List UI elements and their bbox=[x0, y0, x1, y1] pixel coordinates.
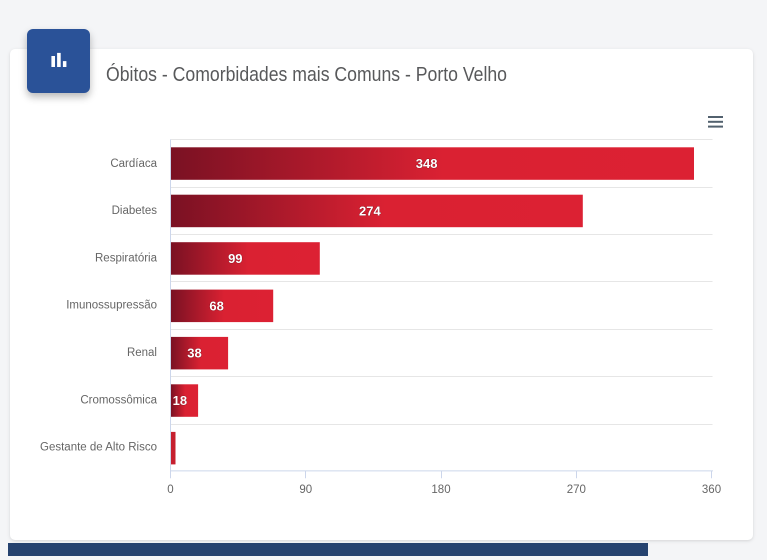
svg-text:Imunossupressão: Imunossupressão bbox=[66, 300, 157, 312]
svg-text:0: 0 bbox=[167, 484, 173, 496]
svg-text:180: 180 bbox=[431, 484, 450, 496]
svg-text:348: 348 bbox=[416, 156, 438, 171]
svg-text:Renal: Renal bbox=[127, 347, 157, 359]
svg-text:38: 38 bbox=[187, 346, 201, 361]
svg-text:Gestante de Alto Risco: Gestante de Alto Risco bbox=[40, 442, 157, 454]
svg-text:360: 360 bbox=[702, 484, 721, 496]
svg-text:Respiratória: Respiratória bbox=[95, 252, 158, 264]
svg-text:274: 274 bbox=[359, 203, 381, 218]
svg-text:99: 99 bbox=[228, 251, 242, 266]
svg-text:18: 18 bbox=[173, 393, 187, 408]
svg-text:270: 270 bbox=[567, 484, 586, 496]
svg-text:Cardíaca: Cardíaca bbox=[110, 158, 157, 170]
svg-text:Cromossômica: Cromossômica bbox=[80, 394, 157, 406]
svg-text:Diabetes: Diabetes bbox=[112, 205, 158, 217]
svg-text:68: 68 bbox=[209, 298, 223, 313]
svg-text:90: 90 bbox=[299, 484, 312, 496]
